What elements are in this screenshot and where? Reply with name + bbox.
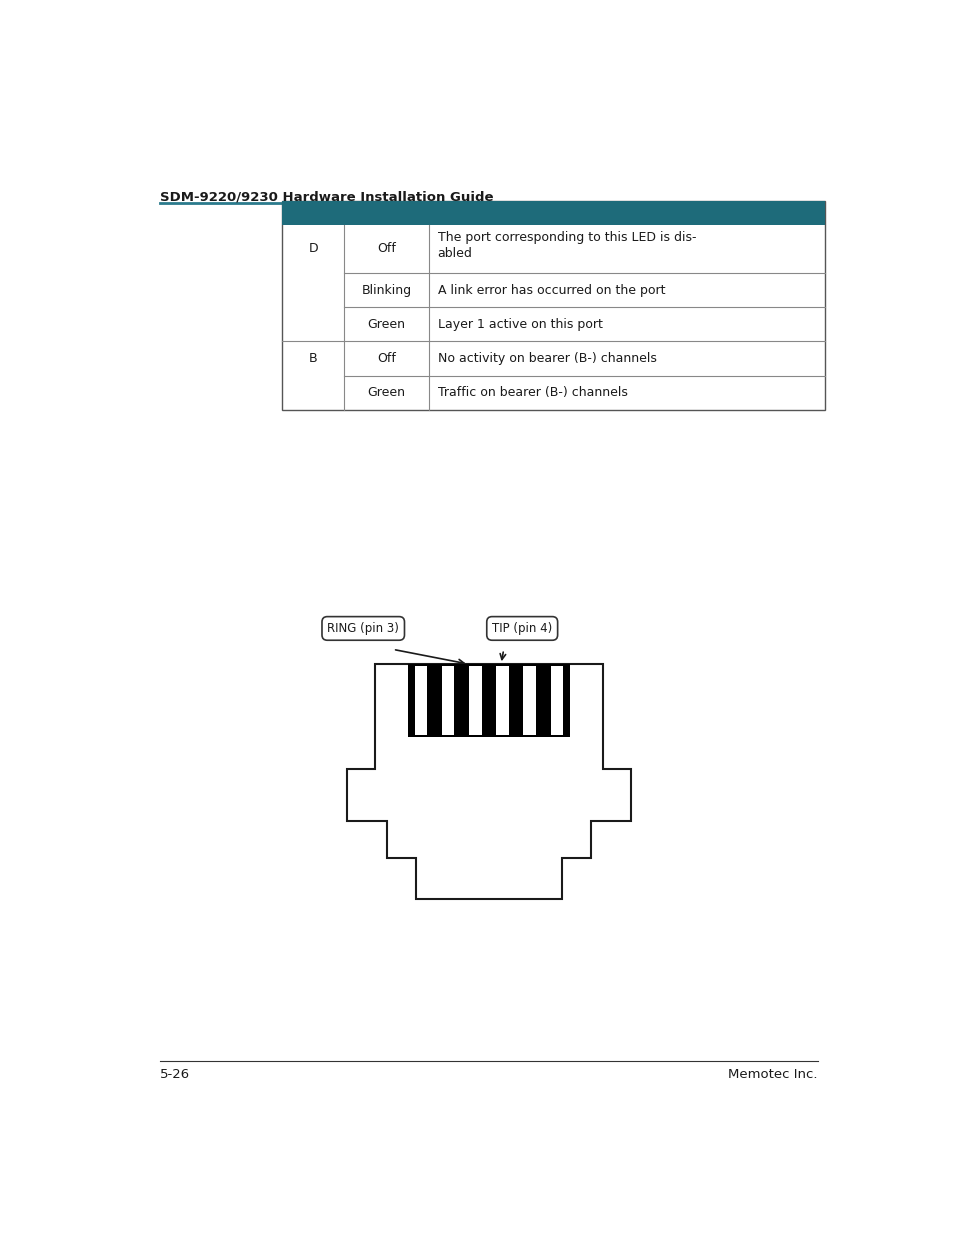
FancyBboxPatch shape [282, 200, 824, 225]
Text: Memotec Inc.: Memotec Inc. [728, 1068, 817, 1081]
Text: Green: Green [367, 387, 405, 399]
Text: SDM-9220/9230 Hardware Installation Guide: SDM-9220/9230 Hardware Installation Guid… [160, 191, 493, 204]
FancyBboxPatch shape [282, 200, 824, 410]
Text: D: D [308, 242, 317, 256]
Bar [415, 666, 427, 735]
Text: Traffic on bearer (B-) channels: Traffic on bearer (B-) channels [437, 387, 627, 399]
Text: Off: Off [376, 242, 395, 256]
Text: RING (pin 3): RING (pin 3) [327, 622, 398, 635]
Text: TIP (pin 4): TIP (pin 4) [492, 622, 552, 635]
Text: Green: Green [367, 317, 405, 331]
Bar [469, 666, 481, 735]
Bar [496, 666, 508, 735]
Text: Layer 1 active on this port: Layer 1 active on this port [437, 317, 601, 331]
Bar [523, 666, 536, 735]
Bar [441, 666, 454, 735]
Text: B: B [309, 352, 317, 366]
Text: Off: Off [376, 352, 395, 366]
Text: The port corresponding to this LED is dis-
abled: The port corresponding to this LED is di… [437, 231, 696, 261]
Bar [407, 664, 570, 737]
Text: 5-26: 5-26 [160, 1068, 190, 1081]
Text: A link error has occurred on the port: A link error has occurred on the port [437, 284, 664, 296]
Text: No activity on bearer (B-) channels: No activity on bearer (B-) channels [437, 352, 656, 366]
Text: Blinking: Blinking [361, 284, 411, 296]
Bar [550, 666, 562, 735]
